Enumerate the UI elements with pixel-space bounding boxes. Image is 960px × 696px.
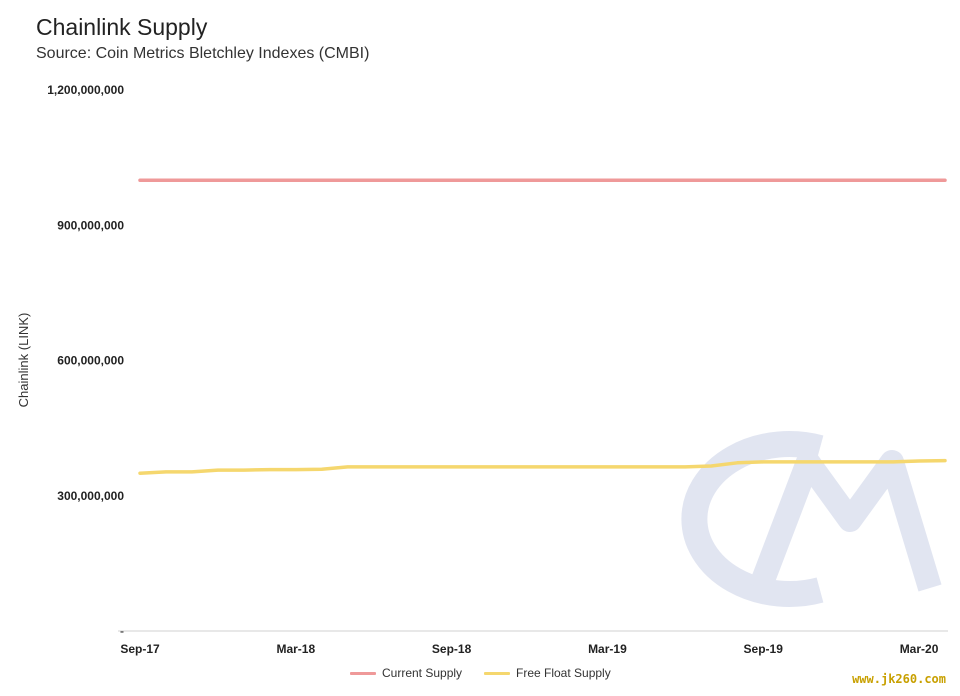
x-tick-label: Sep-17 bbox=[120, 642, 160, 656]
y-axis-label: Chainlink (LINK) bbox=[16, 313, 31, 408]
y-tick-label: 900,000,000 bbox=[57, 218, 124, 232]
legend-swatch-free-float-supply bbox=[484, 671, 510, 675]
series-layer bbox=[138, 178, 947, 475]
x-tick-label: Mar-20 bbox=[900, 642, 939, 656]
chart-subtitle: Source: Coin Metrics Bletchley Indexes (… bbox=[36, 45, 370, 62]
x-tick-label: Sep-18 bbox=[432, 642, 472, 656]
chart-title: Chainlink Supply bbox=[36, 14, 208, 40]
y-tick-label: 600,000,000 bbox=[57, 354, 124, 368]
series-line-free-float-supply bbox=[138, 458, 947, 475]
x-tick-label: Sep-19 bbox=[744, 642, 784, 656]
legend-label-free-float-supply: Free Float Supply bbox=[516, 666, 611, 680]
legend-item-current-supply[interactable]: Current Supply bbox=[350, 666, 462, 680]
x-tick-label: Mar-18 bbox=[276, 642, 315, 656]
y-axis: -300,000,000600,000,000900,000,0001,200,… bbox=[47, 83, 124, 638]
legend-item-free-float-supply[interactable]: Free Float Supply bbox=[484, 666, 611, 680]
x-tick-label: Mar-19 bbox=[588, 642, 627, 656]
cm-logo-watermark bbox=[681, 431, 942, 607]
y-tick-label: 300,000,000 bbox=[57, 489, 124, 503]
x-axis: Sep-17 Mar-18 Sep-18 Mar-19 Sep-19 Mar-20 bbox=[118, 630, 948, 656]
legend-label-current-supply: Current Supply bbox=[382, 666, 463, 680]
y-tick-label: 1,200,000,000 bbox=[47, 83, 124, 97]
site-watermark: www.jk260.com bbox=[852, 672, 946, 686]
legend-swatch-current-supply bbox=[350, 671, 376, 675]
